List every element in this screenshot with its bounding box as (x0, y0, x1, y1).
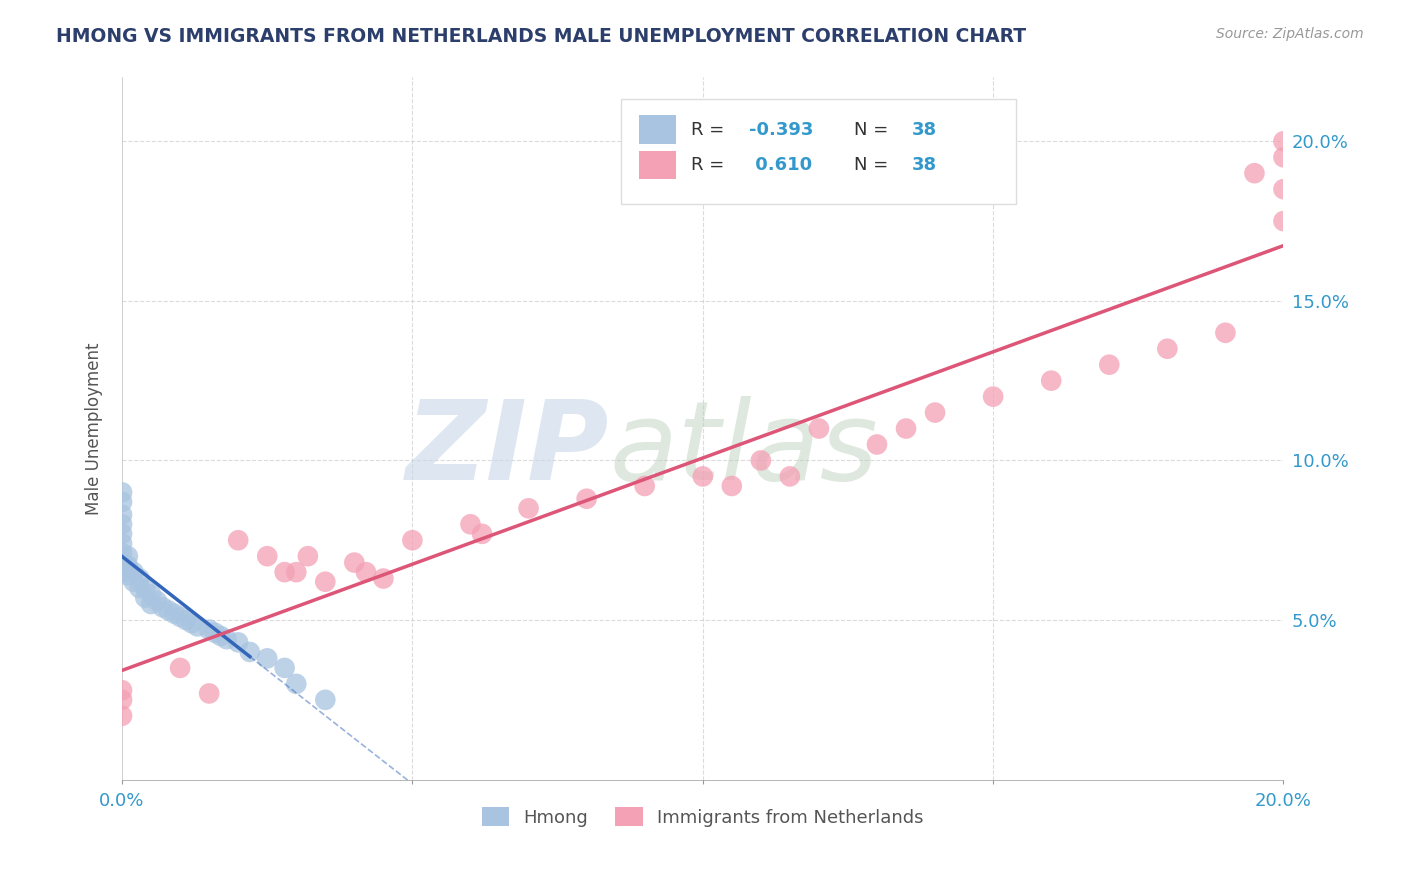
Text: N =: N = (853, 156, 894, 174)
Point (285, 565, 308, 579)
Point (169, 610, 191, 624)
Text: N =: N = (853, 121, 894, 139)
Legend: Hmong, Immigrants from Netherlands: Hmong, Immigrants from Netherlands (475, 800, 931, 834)
Point (139, 597, 162, 611)
Point (111, 536, 134, 550)
Text: -0.393: -0.393 (749, 121, 814, 139)
Point (1272, 182, 1295, 196)
Point (634, 479, 657, 493)
Point (343, 556, 366, 570)
Point (157, 603, 180, 617)
Point (575, 491, 598, 506)
Point (354, 565, 377, 579)
Point (117, 558, 139, 573)
Point (215, 632, 238, 647)
Point (117, 549, 139, 564)
Point (180, 616, 202, 631)
Point (134, 581, 156, 595)
Point (256, 549, 278, 564)
Text: Source: ZipAtlas.com: Source: ZipAtlas.com (1216, 27, 1364, 41)
Point (1040, 374, 1063, 388)
Point (128, 572, 150, 586)
Point (111, 485, 134, 500)
Point (163, 607, 186, 621)
Point (1272, 214, 1295, 228)
Point (1215, 326, 1237, 340)
Point (1243, 166, 1265, 180)
Point (314, 574, 336, 589)
Point (460, 517, 482, 532)
Point (749, 453, 772, 467)
Point (401, 533, 423, 548)
FancyBboxPatch shape (638, 115, 676, 145)
Point (209, 629, 232, 643)
Point (117, 568, 139, 582)
Point (111, 517, 134, 532)
Point (866, 437, 889, 451)
Point (720, 479, 742, 493)
Point (239, 645, 262, 659)
Text: HMONG VS IMMIGRANTS FROM NETHERLANDS MALE UNEMPLOYMENT CORRELATION CHART: HMONG VS IMMIGRANTS FROM NETHERLANDS MAL… (56, 27, 1026, 45)
Text: 38: 38 (912, 121, 936, 139)
Point (122, 565, 145, 579)
Point (174, 613, 197, 627)
Text: 38: 38 (912, 156, 936, 174)
Point (111, 508, 134, 522)
Point (981, 390, 1004, 404)
Point (111, 708, 134, 723)
Text: R =: R = (692, 121, 730, 139)
Point (198, 623, 221, 637)
Y-axis label: Male Unemployment: Male Unemployment (86, 343, 103, 515)
FancyBboxPatch shape (621, 98, 1017, 204)
Point (1272, 150, 1295, 164)
Point (692, 469, 714, 483)
Point (314, 693, 336, 707)
Text: atlas: atlas (610, 396, 879, 503)
Point (111, 495, 134, 509)
Point (187, 619, 209, 633)
Point (256, 651, 278, 665)
Point (226, 635, 249, 649)
Point (924, 406, 946, 420)
Point (198, 686, 221, 700)
Point (273, 565, 295, 579)
Point (122, 574, 145, 589)
Point (1272, 134, 1295, 148)
Point (807, 421, 830, 435)
Point (152, 600, 174, 615)
Point (894, 421, 917, 435)
Point (226, 533, 249, 548)
Point (134, 591, 156, 605)
Point (297, 549, 319, 564)
Point (111, 683, 134, 698)
Point (146, 594, 169, 608)
Point (779, 469, 801, 483)
Point (373, 572, 395, 586)
Point (139, 587, 162, 601)
Point (204, 625, 226, 640)
Point (111, 556, 134, 570)
Point (128, 581, 150, 595)
Point (111, 526, 134, 541)
Text: ZIP: ZIP (406, 396, 610, 503)
Text: 0.610: 0.610 (749, 156, 813, 174)
Point (517, 501, 540, 516)
Point (111, 693, 134, 707)
Point (111, 546, 134, 560)
Point (1156, 342, 1178, 356)
Text: R =: R = (692, 156, 730, 174)
Point (1098, 358, 1121, 372)
FancyBboxPatch shape (638, 151, 676, 179)
Point (273, 661, 295, 675)
Point (111, 565, 134, 579)
Point (471, 526, 494, 541)
Point (169, 661, 191, 675)
Point (285, 677, 308, 691)
